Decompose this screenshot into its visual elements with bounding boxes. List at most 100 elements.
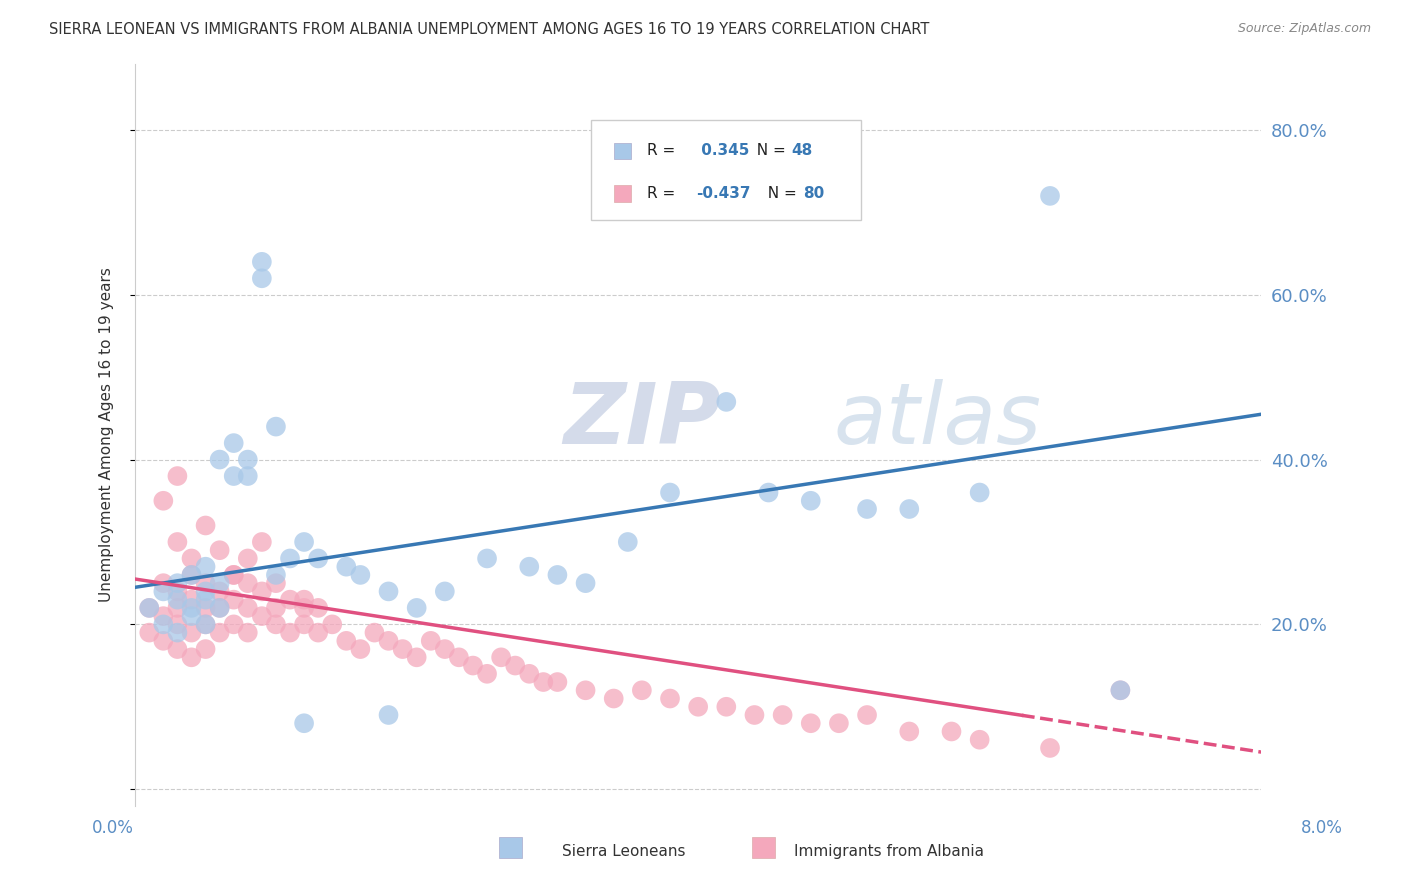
Point (236, 551, 259, 566)
Point (772, 708, 794, 723)
Point (744, 708, 766, 723)
Point (166, 642, 188, 657)
Point (307, 600, 329, 615)
Point (250, 535, 273, 549)
Point (180, 609, 202, 624)
Point (461, 658, 484, 673)
Point (517, 666, 540, 681)
Point (180, 551, 202, 566)
Text: Immigrants from Albania: Immigrants from Albania (794, 845, 984, 859)
Point (617, 535, 640, 549)
Point (194, 584, 217, 599)
Point (1109, 683, 1132, 698)
Point (377, 584, 399, 599)
Point (391, 642, 413, 657)
Point (602, 691, 624, 706)
Point (194, 617, 217, 632)
Point (433, 584, 456, 599)
Point (236, 576, 259, 591)
Point (166, 592, 188, 607)
Text: 0.0%: 0.0% (91, 819, 134, 837)
Point (503, 658, 526, 673)
Point (208, 600, 231, 615)
Point (659, 485, 682, 500)
Text: ZIP: ZIP (562, 378, 721, 461)
Point (138, 600, 160, 615)
Point (264, 419, 287, 434)
Point (377, 708, 399, 723)
Text: 0.345: 0.345 (696, 144, 749, 159)
Point (447, 650, 470, 665)
Point (166, 584, 188, 599)
Point (152, 609, 174, 624)
Point (856, 502, 879, 516)
Point (335, 633, 357, 648)
Text: -0.437: -0.437 (696, 186, 751, 201)
Point (264, 568, 287, 582)
Text: N =: N = (758, 186, 801, 201)
Point (250, 609, 273, 624)
Point (194, 576, 217, 591)
Point (250, 271, 273, 285)
Point (152, 576, 174, 591)
Point (574, 576, 596, 591)
Point (236, 600, 259, 615)
Point (758, 485, 780, 500)
Point (250, 255, 273, 269)
Point (166, 600, 188, 615)
Point (307, 625, 329, 640)
Point (236, 452, 259, 467)
Text: Sierra Leoneans: Sierra Leoneans (562, 845, 686, 859)
Point (152, 617, 174, 632)
Point (208, 625, 231, 640)
Point (138, 625, 160, 640)
Point (208, 600, 231, 615)
Point (828, 716, 851, 731)
Point (222, 436, 245, 450)
Point (419, 633, 441, 648)
Point (236, 469, 259, 483)
Point (264, 600, 287, 615)
Point (898, 502, 921, 516)
Point (349, 568, 371, 582)
Point (941, 724, 963, 739)
Point (194, 617, 217, 632)
Point (716, 699, 738, 714)
Point (180, 568, 202, 582)
Point (856, 708, 879, 723)
Point (180, 568, 202, 582)
Point (180, 625, 202, 640)
Point (531, 675, 554, 690)
Point (278, 592, 301, 607)
Point (208, 576, 231, 591)
Point (405, 650, 427, 665)
Point (688, 699, 710, 714)
Point (405, 600, 427, 615)
Point (194, 518, 217, 533)
Point (222, 592, 245, 607)
Text: 80: 80 (803, 186, 824, 201)
Point (166, 617, 188, 632)
Point (278, 625, 301, 640)
Point (166, 576, 188, 591)
Point (1039, 741, 1062, 756)
Point (208, 543, 231, 558)
Point (433, 642, 456, 657)
Point (546, 568, 568, 582)
Text: R =: R = (648, 144, 681, 159)
Point (800, 493, 823, 508)
Point (278, 551, 301, 566)
Point (292, 716, 315, 731)
Point (208, 452, 231, 467)
Point (969, 485, 991, 500)
Point (222, 469, 245, 483)
Point (489, 650, 512, 665)
Text: 8.0%: 8.0% (1301, 819, 1343, 837)
Point (517, 559, 540, 574)
Point (377, 633, 399, 648)
Point (194, 559, 217, 574)
Point (236, 625, 259, 640)
Point (292, 592, 315, 607)
Point (1039, 189, 1062, 203)
Text: atlas: atlas (834, 378, 1042, 461)
